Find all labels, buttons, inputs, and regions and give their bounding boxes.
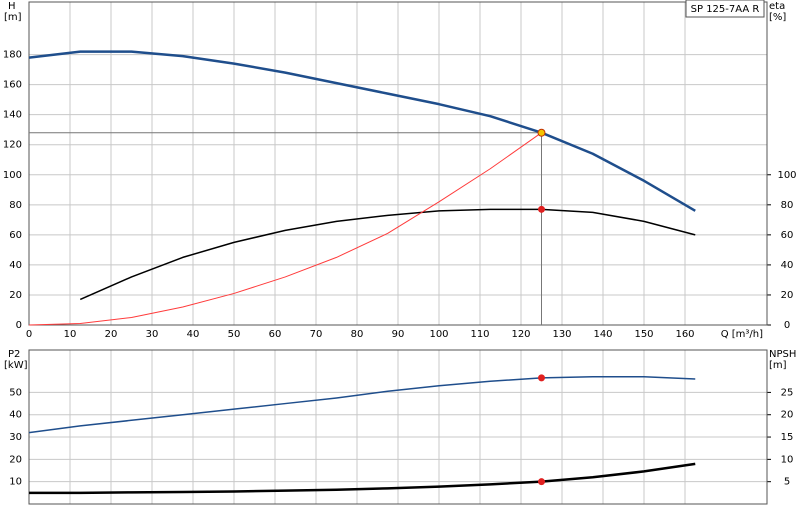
x-tick-label: 140: [593, 329, 612, 340]
title-box: [685, 0, 765, 18]
x-tick-label: 100: [429, 329, 448, 340]
y2-axis-label: [%]: [769, 12, 786, 23]
y2-axis-label: NPSH: [769, 349, 796, 360]
y-tick-label: 10: [9, 477, 22, 488]
plot-frame: [28, 349, 768, 505]
operating-point: [538, 205, 545, 213]
y2-tick-label: 80: [781, 200, 794, 211]
y2-tick-label: 5: [784, 477, 790, 488]
x-tick-label: 150: [634, 329, 653, 340]
y2-tick-label: 20: [781, 290, 794, 301]
x-tick-label: 110: [470, 329, 489, 340]
y2-tick-label: 10: [781, 454, 794, 465]
y-tick-label: 0: [16, 320, 22, 331]
y2-tick-label: 60: [781, 230, 794, 241]
y-tick-label: 140: [3, 110, 22, 121]
y-tick-label: 20: [9, 454, 22, 465]
y2-tick-label: 0: [784, 320, 790, 331]
x-tick-label: 130: [552, 329, 571, 340]
y2-tick-label: 100: [777, 170, 796, 181]
operating-point: [538, 374, 545, 382]
y-tick-label: 100: [3, 170, 22, 181]
curve: [29, 462, 696, 495]
x-tick-label: 20: [105, 329, 118, 340]
chart-title: SP 125-7AA R: [691, 4, 760, 15]
y-tick-label: 120: [3, 140, 22, 151]
y-tick-label: 60: [9, 230, 22, 241]
y-tick-label: 40: [9, 410, 22, 421]
y-axis-label: [kW]: [4, 360, 28, 371]
x-tick-label: 10: [64, 329, 77, 340]
y-tick-label: 160: [3, 80, 22, 91]
x-tick-label: 30: [146, 329, 159, 340]
y2-axis-label: eta: [769, 1, 785, 12]
y-axis-label: H: [8, 1, 16, 12]
plot-frame: [28, 1, 768, 326]
curve: [28, 50, 696, 212]
y2-tick-label: 15: [781, 432, 794, 443]
y2-tick-label: 25: [781, 387, 794, 398]
y-axis-label: P2: [8, 349, 20, 360]
curve: [28, 376, 696, 434]
y2-tick-label: 20: [781, 410, 794, 421]
x-tick-label: 90: [392, 329, 405, 340]
y-tick-label: 50: [9, 387, 22, 398]
y-tick-label: 80: [9, 200, 22, 211]
x-tick-label: 0: [26, 329, 32, 340]
curve: [28, 132, 542, 326]
y-tick-label: 30: [9, 432, 22, 443]
x-tick-label: 120: [511, 329, 530, 340]
y2-axis-label: [m]: [769, 360, 787, 371]
x-tick-label: 80: [351, 329, 364, 340]
y-tick-label: 180: [3, 50, 22, 61]
y-tick-label: 40: [9, 260, 22, 271]
y2-tick-label: 40: [781, 260, 794, 271]
x-tick-label: 160: [675, 329, 694, 340]
y-tick-label: 20: [9, 290, 22, 301]
x-axis-label: Q [m³/h]: [721, 329, 763, 340]
operating-point: [537, 128, 546, 137]
x-tick-label: 50: [228, 329, 241, 340]
y-axis-label: [m]: [4, 12, 22, 23]
operating-point: [538, 478, 545, 486]
x-tick-label: 40: [187, 329, 200, 340]
curve: [79, 208, 696, 301]
x-tick-label: 70: [310, 329, 323, 340]
x-tick-label: 60: [269, 329, 282, 340]
